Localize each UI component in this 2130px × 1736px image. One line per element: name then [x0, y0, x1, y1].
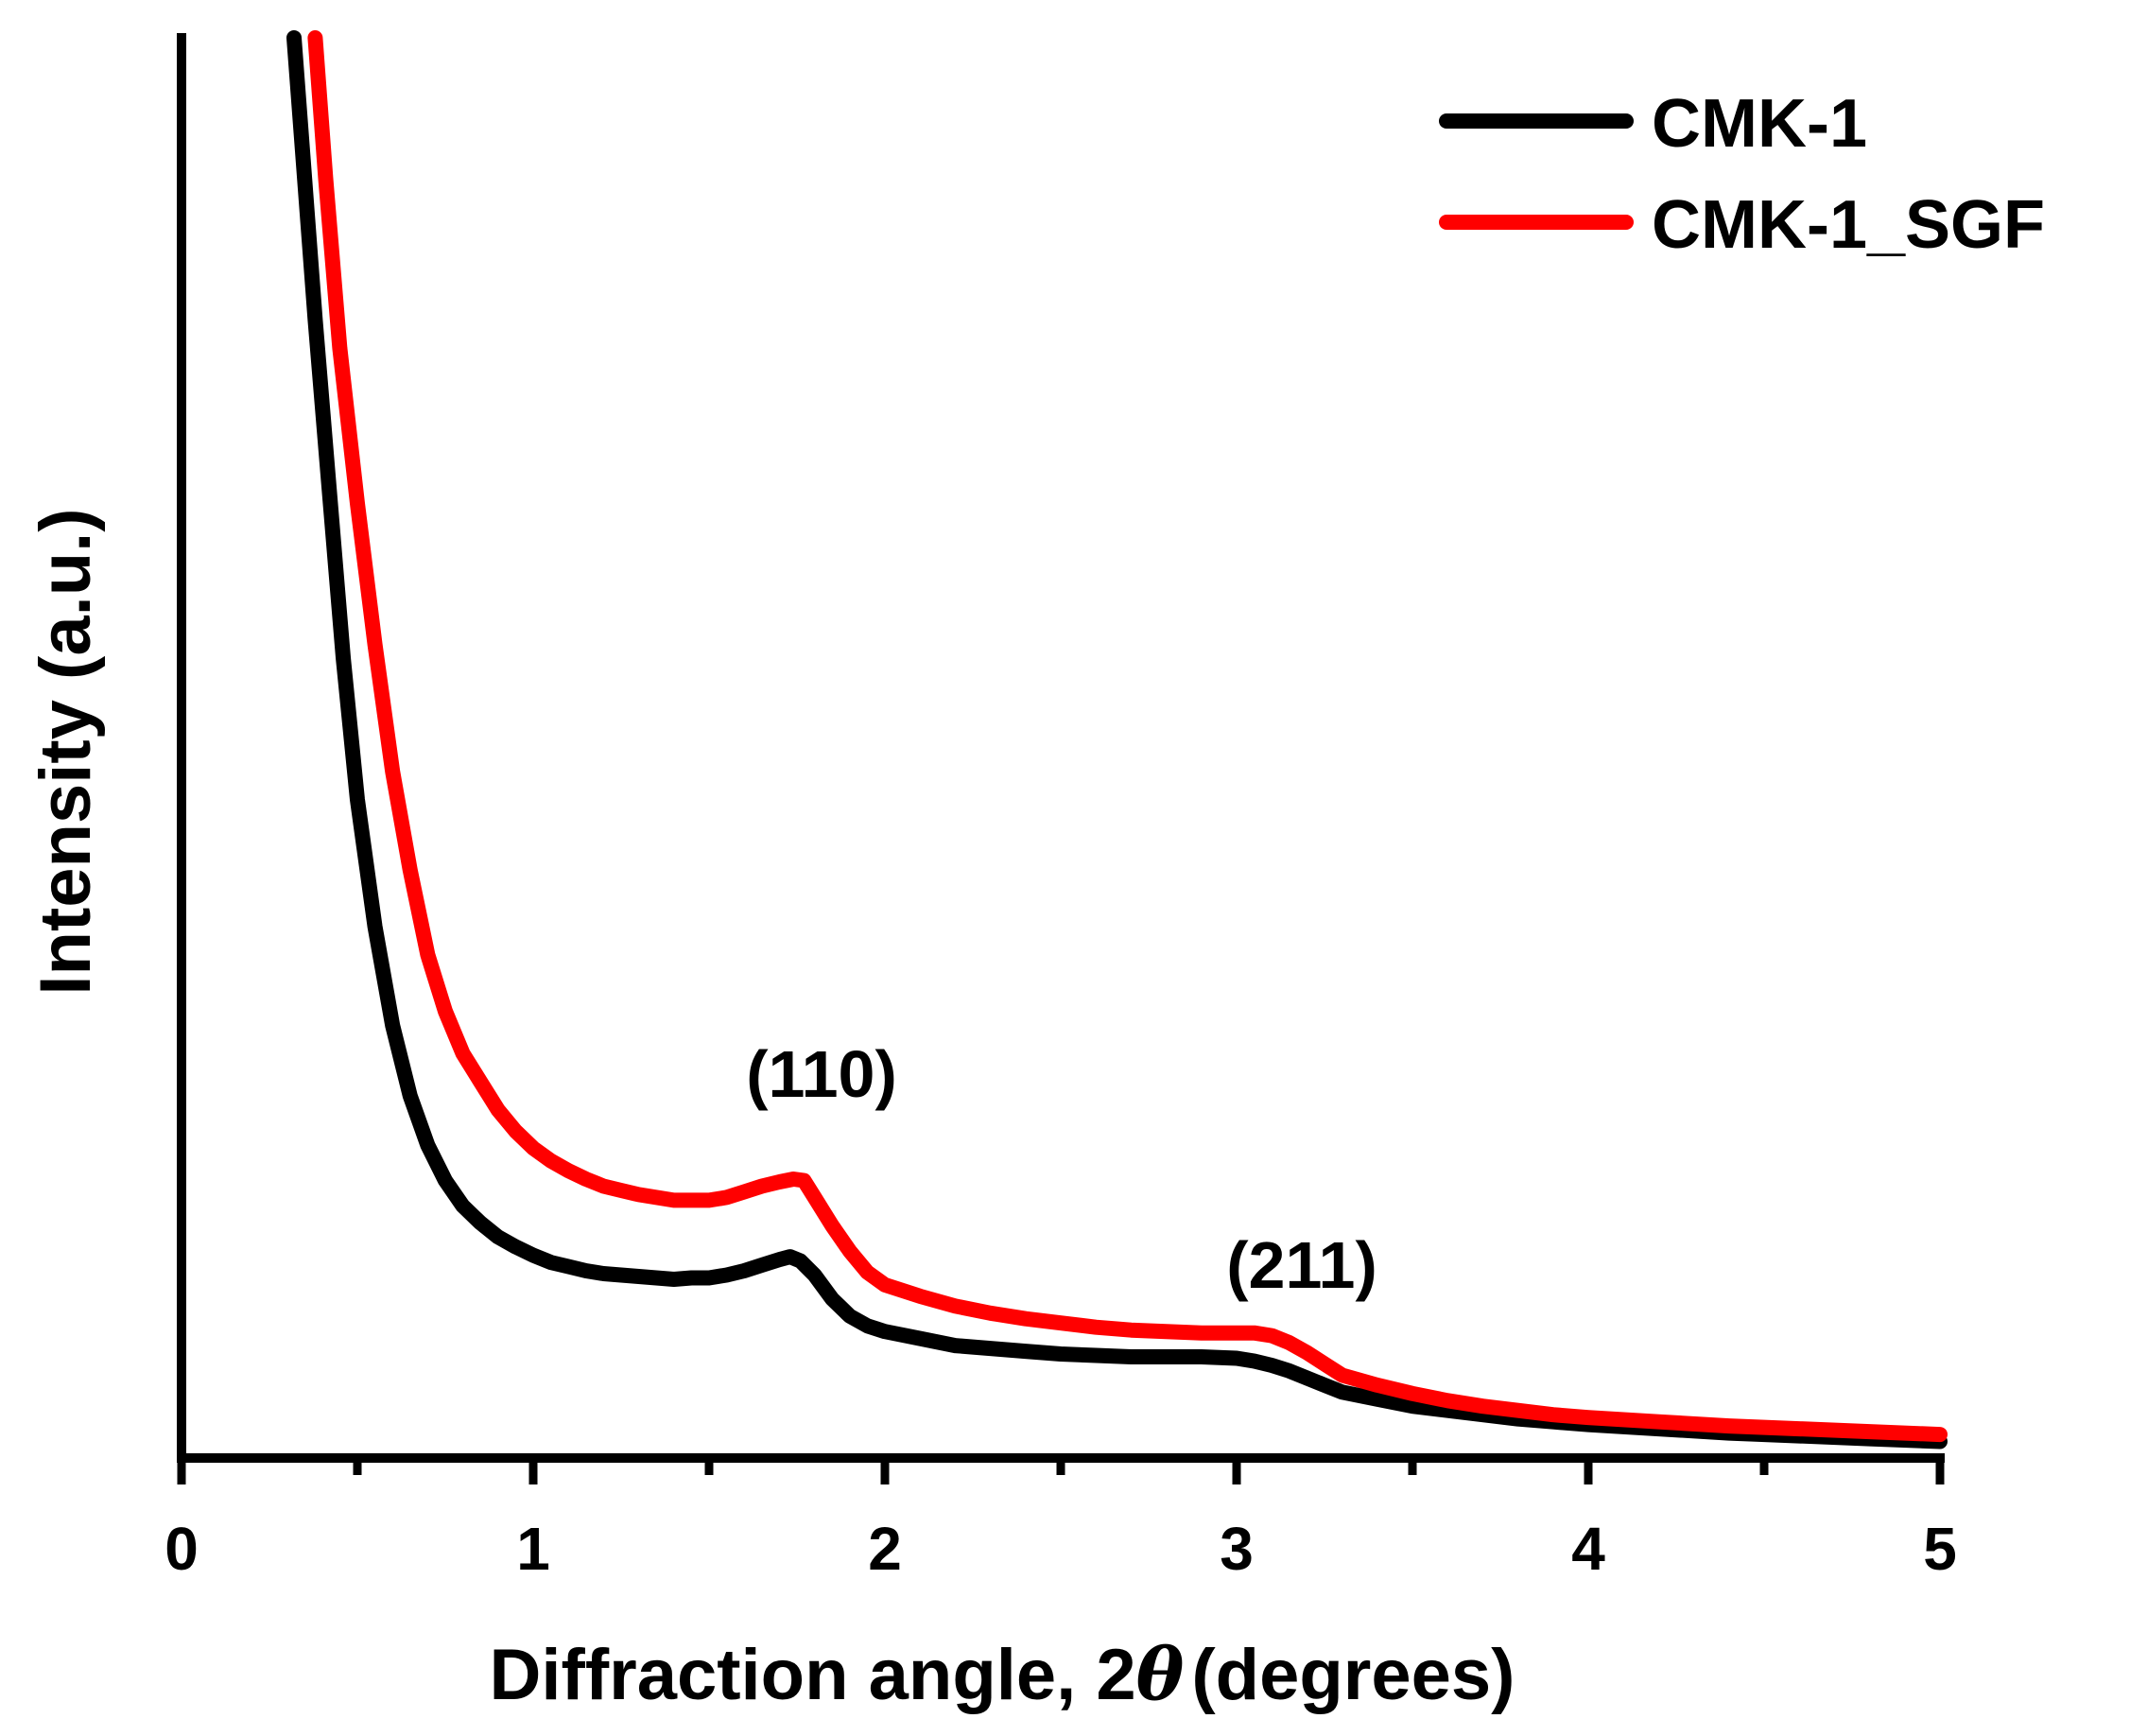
series-line-cmk-1-sgf [307, 30, 1948, 1443]
legend: CMK-1 CMK-1_SGF [1439, 86, 2045, 263]
x-ticks [177, 1458, 1945, 1484]
peak-label-211: (211) [1226, 1228, 1377, 1302]
x-tick-label: 2 [868, 1515, 902, 1583]
x-tick-label: 5 [1923, 1515, 1957, 1583]
x-tick-label: 0 [165, 1515, 199, 1583]
legend-label-cmk-1: CMK-1 [1652, 86, 1867, 162]
x-tick-label: 3 [1220, 1515, 1254, 1583]
series-line-cmk-1 [286, 30, 1948, 1450]
legend-label-cmk-1-sgf: CMK-1_SGF [1652, 187, 2045, 263]
x-axis-title: Diffraction angle, 2θ (degrees) [490, 1632, 1515, 1716]
series-group [286, 30, 1948, 1450]
y-axis-title: Intensity (a.u.) [26, 508, 106, 995]
x-tick-label: 4 [1571, 1515, 1605, 1583]
x-tick-labels: 0 1 2 3 4 5 [165, 1515, 1957, 1583]
x-tick-label: 1 [516, 1515, 550, 1583]
peak-label-110: (110) [746, 1037, 897, 1111]
